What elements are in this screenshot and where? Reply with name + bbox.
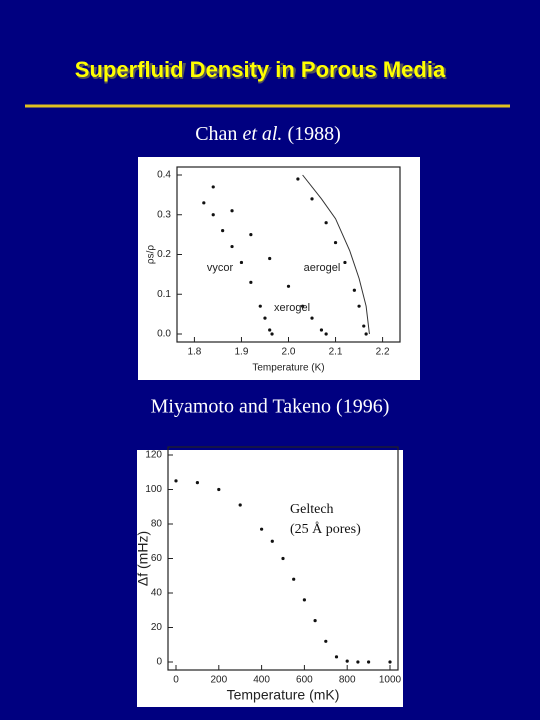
- data-point: [249, 233, 253, 237]
- y-tick-label: 0.2: [157, 249, 171, 260]
- data-point: [230, 209, 234, 213]
- y-tick-label: 60: [151, 553, 163, 564]
- data-point: [343, 260, 347, 265]
- data-point: [352, 288, 356, 292]
- data-point: [356, 660, 360, 664]
- data-point: [263, 316, 267, 320]
- series-label: xerogel: [274, 302, 310, 314]
- data-point: [238, 503, 242, 507]
- y-tick-label: 0.4: [157, 170, 171, 181]
- data-point: [202, 201, 206, 205]
- year: (1988): [287, 123, 340, 145]
- x-tick-label: 1000: [379, 675, 402, 686]
- data-point: [270, 539, 274, 543]
- y-tick-label: 0: [156, 657, 162, 668]
- x-tick-label: 1.8: [187, 347, 201, 358]
- data-point: [270, 332, 274, 336]
- y-tick-label: 80: [151, 519, 163, 530]
- x-tick-label: 1.9: [235, 347, 249, 358]
- data-point: [313, 619, 317, 623]
- x-tick-label: 200: [210, 675, 227, 686]
- data-point: [310, 316, 314, 320]
- data-point: [296, 177, 300, 181]
- y-tick-label: 0.1: [157, 289, 171, 300]
- data-point: [302, 598, 306, 602]
- data-point: [362, 324, 366, 328]
- data-point: [345, 659, 349, 663]
- y-tick-label: 120: [145, 450, 162, 461]
- x-tick-label: 600: [296, 675, 313, 686]
- y-axis-label: Δf (mHz): [135, 531, 151, 586]
- data-point: [258, 304, 262, 308]
- data-point: [239, 260, 244, 265]
- x-axis-label: Temperature (K): [252, 363, 324, 374]
- data-point: [174, 479, 178, 483]
- y-tick-label: 0.3: [157, 209, 171, 220]
- data-point: [249, 280, 253, 284]
- citation: Chan et al. (1988): [195, 123, 341, 145]
- annotation: (25 Å pores): [290, 521, 361, 537]
- author-italic: et al.: [242, 123, 282, 145]
- series-label: aerogel: [304, 262, 341, 274]
- series-line: [302, 174, 370, 335]
- data-point: [301, 304, 305, 308]
- x-tick-label: 800: [339, 675, 356, 686]
- data-point: [367, 660, 371, 664]
- annotation: Geltech: [290, 502, 334, 517]
- data-point: [211, 185, 215, 189]
- x-tick-label: 2.1: [329, 347, 343, 358]
- data-point: [388, 660, 392, 664]
- x-tick-label: 0: [173, 675, 179, 686]
- title-shadow: Superfluid Density in Porous Media: [77, 59, 447, 84]
- y-tick-label: 0.0: [157, 329, 171, 340]
- data-point: [357, 304, 361, 308]
- x-tick-label: 2.0: [282, 347, 296, 358]
- data-point: [333, 240, 338, 245]
- figure-panel: [137, 450, 403, 707]
- data-point: [268, 328, 272, 332]
- data-point: [230, 244, 234, 249]
- data-point: [221, 229, 225, 233]
- slide-title: Superfluid Density in Porous Media: [75, 57, 446, 82]
- data-point: [364, 332, 368, 336]
- x-tick-label: 400: [253, 675, 270, 686]
- data-point: [292, 577, 296, 581]
- data-point: [281, 556, 285, 561]
- y-tick-label: 100: [145, 484, 162, 495]
- data-point: [217, 487, 221, 492]
- citation: Miyamoto and Takeno (1996): [151, 396, 390, 418]
- x-tick-label: 2.2: [376, 347, 390, 358]
- data-point: [195, 481, 199, 485]
- series-label: vycor: [207, 262, 234, 274]
- data-point: [319, 328, 324, 332]
- data-point: [324, 639, 328, 643]
- y-axis-label: ρs/ρ: [146, 245, 157, 264]
- data-point: [211, 213, 215, 217]
- data-point: [286, 284, 291, 288]
- data-point: [324, 221, 328, 225]
- data-point: [260, 527, 264, 531]
- data-point: [310, 197, 314, 201]
- data-point: [324, 332, 328, 336]
- y-tick-label: 40: [151, 588, 163, 599]
- x-axis-label: Temperature (mK): [227, 687, 340, 703]
- data-point: [268, 256, 272, 261]
- figure-panel: [138, 157, 420, 380]
- data-point: [334, 655, 339, 659]
- y-tick-label: 20: [151, 622, 163, 633]
- author: Chan: [195, 123, 237, 145]
